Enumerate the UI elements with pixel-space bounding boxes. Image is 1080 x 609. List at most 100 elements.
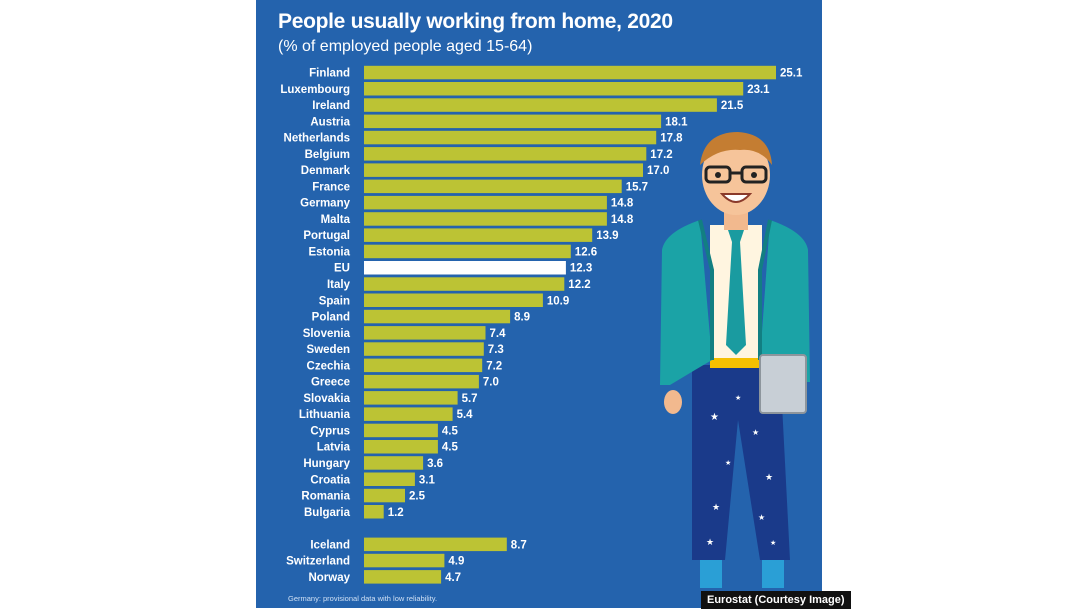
- bar-netherlands: [364, 130, 657, 145]
- value-label: 21.5: [721, 100, 744, 112]
- category-label: Portugal: [303, 230, 350, 242]
- chart-title: People usually working from home, 2020: [278, 10, 673, 33]
- category-label: Ireland: [312, 100, 350, 112]
- value-label: 12.6: [575, 247, 597, 259]
- value-label: 15.7: [626, 181, 648, 193]
- category-label: Spain: [319, 295, 350, 307]
- category-label: Belgium: [305, 149, 350, 161]
- value-label: 4.9: [448, 556, 464, 568]
- bar-eu: [364, 261, 566, 275]
- category-label: Iceland: [310, 539, 350, 551]
- bar-bulgaria: [364, 505, 384, 519]
- svg-text:★: ★: [765, 472, 773, 482]
- category-label: France: [312, 181, 350, 193]
- value-label: 23.1: [747, 84, 770, 96]
- bar-lithuania: [364, 407, 453, 421]
- category-label: EU: [334, 263, 350, 275]
- value-label: 4.5: [442, 442, 459, 454]
- bar-estonia: [364, 244, 571, 259]
- bar-slovenia: [364, 326, 486, 340]
- bar-sweden: [364, 342, 484, 356]
- value-label: 14.8: [611, 198, 634, 210]
- value-label: 17.2: [650, 149, 672, 161]
- bar-croatia: [364, 472, 415, 486]
- category-label: Latvia: [317, 442, 351, 454]
- value-label: 2.5: [409, 491, 426, 503]
- category-label: Greece: [311, 377, 350, 389]
- bar-malta: [364, 212, 607, 226]
- bar-belgium: [364, 147, 647, 161]
- bar-finland: [364, 65, 776, 80]
- person-illustration-icon: ★ ★ ★ ★ ★ ★ ★ ★ ★: [660, 132, 810, 588]
- category-label: Poland: [312, 312, 350, 324]
- value-label: 17.8: [660, 133, 683, 145]
- value-label: 5.7: [462, 393, 478, 405]
- bar-luxembourg: [364, 82, 744, 96]
- category-label: Luxembourg: [280, 84, 350, 96]
- value-label: 7.3: [488, 344, 504, 356]
- bar-spain: [364, 293, 543, 307]
- value-label: 13.9: [596, 230, 618, 242]
- category-label: Austria: [310, 116, 350, 128]
- value-label: 7.2: [486, 360, 502, 372]
- bar-switzerland: [364, 553, 445, 568]
- svg-text:★: ★: [706, 537, 714, 547]
- category-label: Cyprus: [310, 425, 350, 437]
- svg-text:★: ★: [712, 502, 720, 512]
- bar-italy: [364, 277, 565, 291]
- value-label: 4.5: [442, 425, 459, 437]
- category-label: Malta: [321, 214, 351, 226]
- category-label: Italy: [327, 279, 351, 291]
- category-label: Slovakia: [303, 393, 350, 405]
- category-label: Switzerland: [286, 556, 350, 568]
- category-label: Norway: [308, 572, 350, 584]
- category-label: Lithuania: [299, 409, 351, 421]
- category-label: Slovenia: [303, 328, 351, 340]
- value-label: 12.3: [570, 263, 592, 275]
- svg-text:★: ★: [752, 428, 759, 437]
- bar-slovakia: [364, 391, 458, 405]
- bar-greece: [364, 374, 479, 389]
- bar-poland: [364, 309, 511, 324]
- bar-romania: [364, 488, 405, 503]
- category-label: Czechia: [307, 360, 351, 372]
- value-label: 12.2: [568, 279, 590, 291]
- category-label: Hungary: [303, 458, 350, 470]
- category-label: Bulgaria: [304, 507, 351, 519]
- svg-text:★: ★: [725, 459, 731, 467]
- svg-text:★: ★: [758, 513, 765, 522]
- value-label: 7.0: [483, 377, 499, 389]
- value-label: 3.1: [419, 474, 436, 486]
- value-label: 7.4: [490, 328, 507, 340]
- value-label: 8.7: [511, 539, 527, 551]
- bar-cyprus: [364, 423, 438, 438]
- category-label: Romania: [301, 491, 350, 503]
- value-label: 17.0: [647, 165, 669, 177]
- category-label: Sweden: [307, 344, 350, 356]
- bar-hungary: [364, 456, 424, 470]
- bar-denmark: [364, 163, 643, 177]
- value-label: 18.1: [665, 116, 688, 128]
- chart-subtitle: (% of employed people aged 15-64): [278, 38, 533, 55]
- footnote: Germany: provisional data with low relia…: [288, 594, 438, 603]
- image-credit: Eurostat (Courtesy Image): [701, 591, 851, 609]
- bar-portugal: [364, 228, 593, 242]
- bar-chart: Finland 25.1 Luxembourg 23.1 Ireland 21.5 Aust…: [280, 65, 803, 584]
- bar-germany: [364, 195, 607, 210]
- value-label: 10.9: [547, 295, 569, 307]
- value-label: 8.9: [514, 312, 530, 324]
- value-label: 4.7: [445, 572, 461, 584]
- category-label: Finland: [309, 68, 350, 80]
- category-label: Estonia: [308, 247, 350, 259]
- value-label: 14.8: [611, 214, 634, 226]
- category-label: Netherlands: [284, 133, 350, 145]
- svg-text:★: ★: [710, 412, 719, 423]
- bar-latvia: [364, 440, 438, 454]
- svg-text:★: ★: [735, 394, 741, 402]
- value-label: 3.6: [427, 458, 443, 470]
- bar-ireland: [364, 98, 717, 112]
- category-label: Germany: [300, 198, 350, 210]
- bar-iceland: [364, 537, 507, 552]
- value-label: 5.4: [457, 409, 474, 421]
- bar-norway: [364, 570, 442, 584]
